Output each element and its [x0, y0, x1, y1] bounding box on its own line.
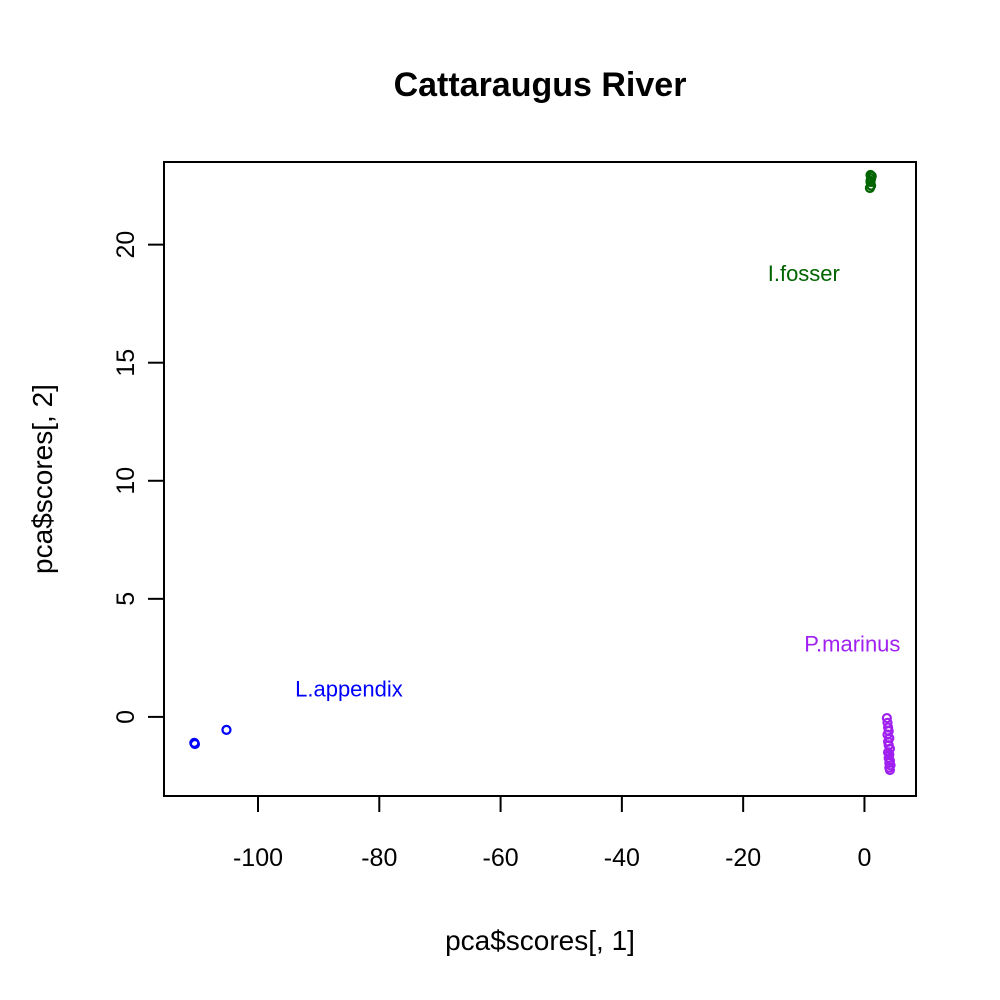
data-point [866, 171, 877, 182]
series-label: P.marinus [804, 632, 900, 657]
y-tick-label: 15 [112, 349, 140, 377]
series-label: L.appendix [295, 677, 403, 702]
x-axis-label: pca$scores[, 1] [445, 925, 635, 956]
x-axis: -100 -80 -60 -40 -20 0 [233, 795, 871, 872]
data-point [884, 764, 896, 776]
series-label: I.fosser [768, 261, 840, 286]
data-points [189, 169, 896, 776]
x-tick-label: -100 [233, 844, 283, 872]
x-tick-label: -20 [725, 844, 761, 872]
x-tick-label: 0 [857, 844, 871, 872]
x-tick-label: -40 [604, 844, 640, 872]
data-point [865, 175, 876, 186]
x-tick-label: -60 [483, 844, 519, 872]
plot-frame [163, 161, 917, 797]
chart-title: Cattaraugus River [394, 66, 687, 104]
x-tick-label: -80 [361, 844, 397, 872]
series-annotations: L.appendix I.fosser P.marinus [295, 261, 900, 702]
data-point [189, 738, 201, 750]
y-axis-label: pca$scores[, 2] [27, 384, 58, 574]
y-tick-label: 5 [112, 592, 140, 606]
data-point [221, 724, 232, 735]
y-tick-label: 20 [112, 231, 140, 259]
y-axis: 0 5 10 15 20 [112, 231, 165, 724]
data-point [881, 712, 892, 724]
y-tick-label: 10 [112, 467, 140, 495]
y-tick-label: 0 [112, 710, 140, 724]
